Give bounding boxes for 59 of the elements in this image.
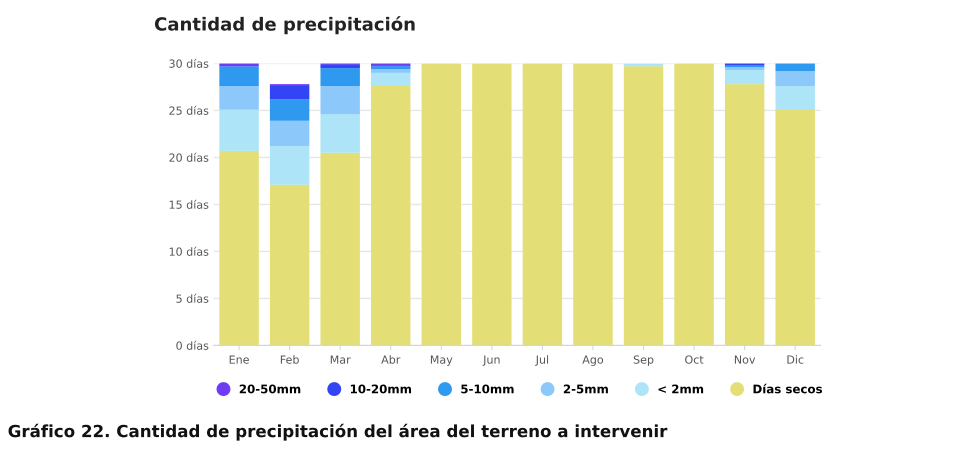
x-tick-label: May [430,356,452,366]
y-tick-label: 0 días [176,340,208,350]
bar [624,66,664,346]
x-tick-label: Abr [381,355,400,364]
bar [573,63,613,346]
x-tick-label: Sep [634,355,654,366]
bar [270,86,310,100]
text: Gráfico 22. Cantidad de precipitación del área del terreno a intervenir [8,424,668,441]
bar [219,150,259,346]
bar [775,110,815,346]
y-tick-label: 30 días [169,58,208,68]
x-tick-label: Jul [535,355,548,366]
bar [724,84,764,346]
bar [270,99,310,121]
x-tick-label: Nov [734,356,756,364]
bar [219,86,259,110]
bar [522,63,562,346]
chart-title: Cantidad de precipitación [154,16,415,34]
y-tick-label: 25 días [169,106,208,115]
bar [320,68,360,86]
legend-label: 20-50mm [240,384,300,394]
bar [624,63,664,66]
bar [371,69,410,73]
bar [320,114,360,153]
bar [270,184,310,346]
legend-label: 10-20mm [350,384,412,394]
y-tick-label: 20 días [169,152,208,162]
bar [674,63,714,346]
bar [320,64,360,68]
x-tick-label: Oct [685,355,704,364]
bar [775,86,815,110]
x-tick-label: Ago [582,356,604,366]
y-tick-label: 5 días [176,294,208,303]
bar [320,152,360,346]
bar [371,72,410,86]
bar [270,146,310,185]
bar [219,110,259,151]
bar [775,70,815,86]
bar [472,63,512,346]
x-tick-label: Ene [230,356,249,364]
legend-label: 5-10mm [461,384,514,394]
legend-label: Días secos [754,384,822,394]
bar [724,67,764,70]
bar [320,86,360,114]
bar [724,70,764,84]
x-tick-label: Dic [787,355,804,364]
legend-label: 2-5mm [564,384,608,394]
bar [219,63,259,66]
x-tick-label: Mar [330,356,351,364]
bar [775,63,815,71]
bar [422,63,462,346]
x-tick-label: Jun [482,356,500,366]
y-tick-label: 15 días [170,200,208,209]
x-tick-label: Feb [280,355,299,364]
bar [219,66,259,86]
bar [371,86,410,346]
y-tick-label: 10 días [170,246,208,256]
bar [270,120,310,146]
legend-label: < 2mm [658,384,704,394]
